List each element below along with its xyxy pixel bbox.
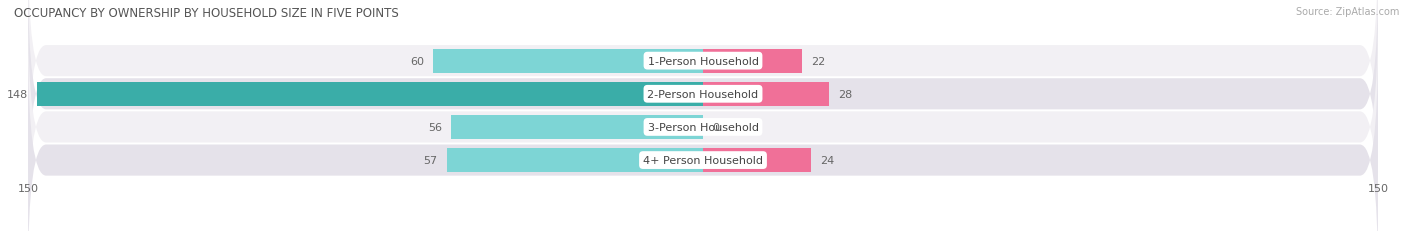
Bar: [703, 49, 801, 73]
Text: Source: ZipAtlas.com: Source: ZipAtlas.com: [1295, 7, 1399, 17]
Bar: [433, 49, 703, 73]
Text: 1-Person Household: 1-Person Household: [648, 56, 758, 66]
Bar: [703, 149, 811, 172]
Text: 60: 60: [411, 56, 425, 66]
Text: 3-Person Household: 3-Person Household: [648, 122, 758, 132]
FancyBboxPatch shape: [28, 11, 1378, 231]
Text: OCCUPANCY BY OWNERSHIP BY HOUSEHOLD SIZE IN FIVE POINTS: OCCUPANCY BY OWNERSHIP BY HOUSEHOLD SIZE…: [14, 7, 399, 20]
FancyBboxPatch shape: [28, 0, 1378, 211]
Text: 4+ Person Household: 4+ Person Household: [643, 155, 763, 165]
FancyBboxPatch shape: [28, 0, 1378, 178]
Text: 28: 28: [838, 89, 852, 99]
Text: 56: 56: [427, 122, 441, 132]
Text: 24: 24: [820, 155, 834, 165]
Text: 0: 0: [711, 122, 718, 132]
Bar: [447, 149, 703, 172]
Bar: [703, 82, 830, 106]
Text: 22: 22: [811, 56, 825, 66]
Text: 2-Person Household: 2-Person Household: [647, 89, 759, 99]
Text: 148: 148: [7, 89, 28, 99]
Text: 57: 57: [423, 155, 437, 165]
Bar: [451, 116, 703, 139]
FancyBboxPatch shape: [28, 44, 1378, 231]
Bar: [37, 82, 703, 106]
